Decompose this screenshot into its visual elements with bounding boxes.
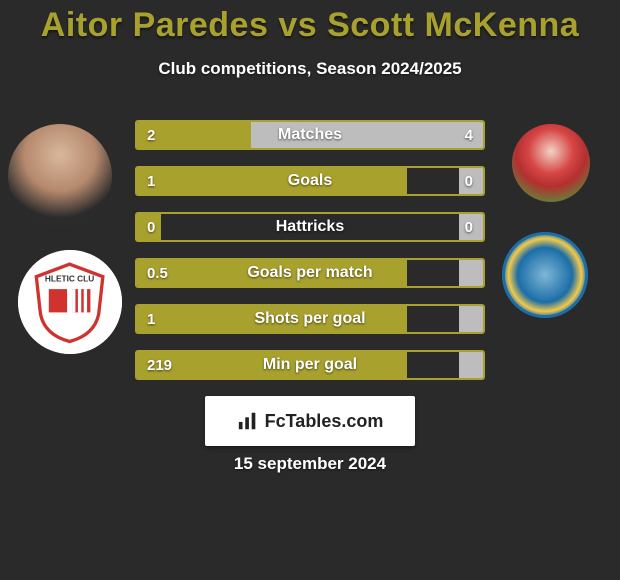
stat-row: 1Shots per goal [135,304,485,334]
bars-logo-icon [237,410,259,432]
page-subtitle: Club competitions, Season 2024/2025 [0,59,620,79]
bar-fill-left [137,168,407,194]
bar-fill-left [137,122,251,148]
stat-row: 0.5Goals per match [135,258,485,288]
brand-text: FcTables.com [265,411,384,432]
stat-row: 219Min per goal [135,350,485,380]
bar-fill-left [137,214,161,240]
bar-fill-right [251,122,483,148]
club-crest-left: HLETIC CLU [18,250,122,354]
footer-date: 15 september 2024 [0,454,620,474]
svg-text:HLETIC CLU: HLETIC CLU [45,274,94,284]
stat-label: Hattricks [137,214,483,240]
stat-row: 24Matches [135,120,485,150]
stat-row: 00Hattricks [135,212,485,242]
bar-fill-right [459,168,483,194]
page-title: Aitor Paredes vs Scott McKenna [0,0,620,45]
club-crest-right [502,232,588,318]
bar-fill-right [459,306,483,332]
brand-badge: FcTables.com [205,396,415,446]
bar-fill-left [137,306,407,332]
shield-icon: HLETIC CLU [28,260,111,343]
bar-fill-right [459,352,483,378]
stat-row: 10Goals [135,166,485,196]
bar-fill-left [137,352,407,378]
bar-fill-right [459,260,483,286]
bar-fill-right [459,214,483,240]
player-left-avatar [8,124,112,228]
player-right-avatar [512,124,590,202]
comparison-bars: 24Matches 10Goals 00Hattricks 0.5Goals per … [135,120,485,396]
bar-fill-left [137,260,407,286]
